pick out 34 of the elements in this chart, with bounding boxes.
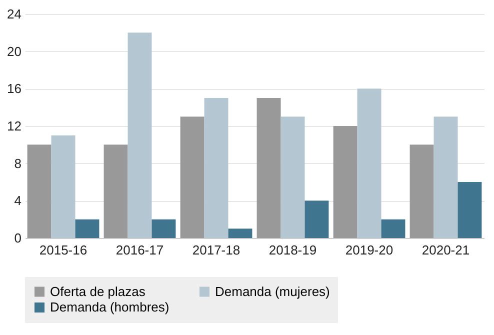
y-tick-label: 8 [14, 156, 22, 171]
bar [357, 88, 382, 238]
legend-label: Demanda (hombres) [50, 300, 170, 314]
bar [228, 228, 252, 238]
legend-label: Oferta de plazas [50, 284, 146, 299]
bar [434, 116, 458, 238]
bar [128, 32, 152, 238]
legend-label: Demanda (mujeres) [215, 284, 330, 299]
x-tick-label: 2019-20 [345, 242, 394, 258]
x-tick-label: 2015-16 [39, 242, 88, 258]
bar [51, 135, 76, 238]
x-tick-label: 2016-17 [116, 242, 164, 258]
y-tick-label: 16 [7, 81, 22, 96]
bar [304, 200, 329, 238]
y-tick-label: 24 [7, 6, 22, 22]
bar [152, 219, 176, 238]
bar [204, 98, 228, 238]
y-tick-label: 12 [7, 118, 22, 134]
y-tick-label: 4 [14, 193, 22, 208]
bar [180, 116, 204, 238]
bar [256, 98, 281, 238]
bar [333, 126, 358, 238]
bar [104, 144, 128, 238]
bar [27, 144, 52, 238]
bar [458, 182, 482, 238]
bar [280, 116, 305, 238]
bar [75, 219, 100, 238]
x-tick-label: 2017-18 [192, 242, 240, 258]
x-tick-label: 2020-21 [422, 242, 470, 258]
bar [410, 144, 434, 238]
y-tick-label: 0 [14, 230, 22, 246]
bar [381, 219, 406, 238]
x-tick-label: 2018-19 [268, 242, 317, 258]
y-tick-label: 20 [7, 44, 22, 59]
